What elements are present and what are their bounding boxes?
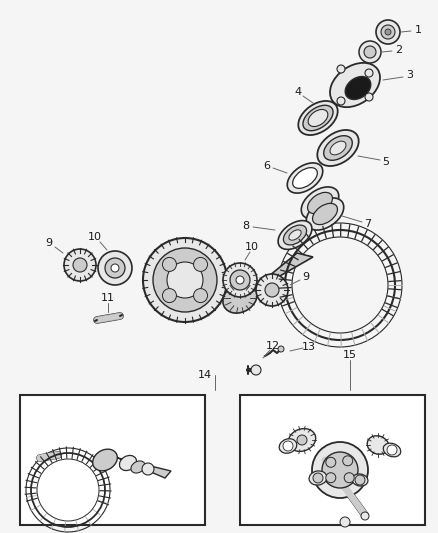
Circle shape [343,456,353,466]
Circle shape [194,257,208,271]
Ellipse shape [279,439,297,453]
Circle shape [167,262,203,298]
Ellipse shape [301,187,339,219]
Circle shape [223,263,257,297]
Ellipse shape [367,436,389,454]
Ellipse shape [352,474,368,486]
Ellipse shape [283,225,307,245]
Text: 7: 7 [364,219,371,229]
Circle shape [153,248,217,312]
Circle shape [143,238,227,322]
Circle shape [283,441,293,451]
Text: 11: 11 [101,293,115,303]
Ellipse shape [131,461,145,473]
Circle shape [313,473,323,483]
Circle shape [256,274,288,306]
Text: 10: 10 [88,232,102,242]
Ellipse shape [120,456,137,471]
Circle shape [381,25,395,39]
Ellipse shape [289,230,301,240]
Circle shape [359,41,381,63]
Ellipse shape [93,449,117,471]
Text: 2: 2 [396,45,403,55]
Text: 10: 10 [245,242,259,252]
Ellipse shape [293,168,318,188]
Circle shape [326,457,336,467]
Ellipse shape [317,130,359,166]
Ellipse shape [330,63,380,107]
Ellipse shape [223,283,257,313]
Ellipse shape [303,105,333,131]
Ellipse shape [345,77,371,100]
Circle shape [162,257,177,271]
Circle shape [230,270,250,290]
Circle shape [340,517,350,527]
Circle shape [385,29,391,35]
Ellipse shape [383,443,401,457]
Circle shape [265,283,279,297]
Ellipse shape [309,471,327,485]
Text: 15: 15 [343,350,357,360]
Ellipse shape [324,136,352,160]
Ellipse shape [313,204,337,224]
Text: 14: 14 [198,370,212,380]
Circle shape [312,442,368,498]
Circle shape [364,46,376,58]
Circle shape [376,20,400,44]
Text: 5: 5 [382,157,389,167]
Text: 4: 4 [294,87,301,97]
Ellipse shape [287,163,323,193]
Circle shape [111,264,119,272]
Circle shape [365,93,373,101]
Circle shape [337,97,345,105]
Circle shape [251,365,261,375]
Circle shape [355,475,365,485]
Ellipse shape [306,198,344,230]
Circle shape [142,463,154,475]
Circle shape [278,346,284,352]
Ellipse shape [298,101,338,135]
Text: 13: 13 [302,342,316,352]
Circle shape [98,251,132,285]
Text: 9: 9 [302,272,310,282]
Text: 9: 9 [46,238,53,248]
Circle shape [236,276,244,284]
Ellipse shape [307,192,332,214]
Circle shape [337,65,345,73]
Ellipse shape [308,109,328,126]
Ellipse shape [330,141,346,155]
Ellipse shape [278,221,312,249]
Bar [20,395,205,525]
Text: 8: 8 [243,221,250,231]
Circle shape [105,258,125,278]
Circle shape [365,69,373,77]
Text: 12: 12 [266,341,280,351]
Circle shape [344,473,354,483]
Circle shape [64,249,96,281]
Circle shape [361,512,369,520]
Text: 6: 6 [264,161,271,171]
Circle shape [322,452,358,488]
Polygon shape [106,453,171,478]
Bar [240,395,425,525]
Text: 1: 1 [414,25,421,35]
Circle shape [194,288,208,303]
Circle shape [297,435,307,445]
Circle shape [73,258,87,272]
Circle shape [387,445,397,455]
Circle shape [162,288,177,303]
Circle shape [326,473,336,483]
Text: 3: 3 [406,70,413,80]
Polygon shape [235,253,313,304]
Ellipse shape [288,429,316,451]
